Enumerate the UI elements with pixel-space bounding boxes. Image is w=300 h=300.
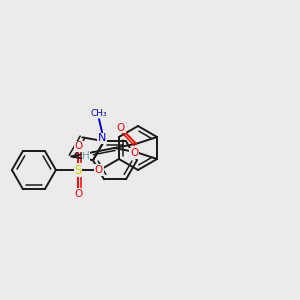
Text: CH₃: CH₃ — [91, 109, 107, 118]
Text: O: O — [95, 165, 103, 175]
Text: S: S — [74, 164, 82, 176]
Text: N: N — [98, 133, 106, 143]
Text: O: O — [117, 123, 125, 133]
Text: H: H — [82, 151, 90, 160]
Text: O: O — [75, 189, 83, 199]
Text: O: O — [130, 148, 138, 158]
Text: O: O — [75, 141, 83, 151]
